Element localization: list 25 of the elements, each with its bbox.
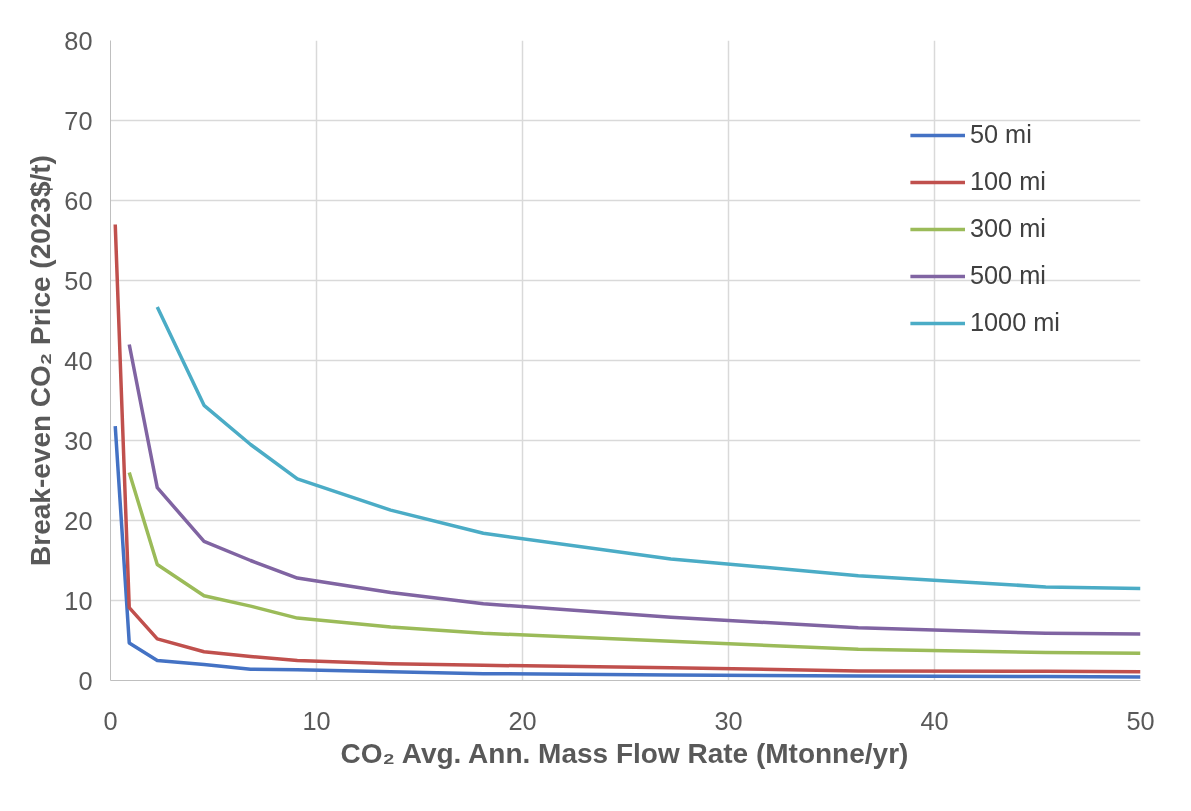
legend-label: 500 mi <box>969 261 1046 290</box>
y-tick-label: 20 <box>64 506 93 535</box>
y-tick-label: 30 <box>64 426 93 455</box>
legend-label: 1000 mi <box>969 308 1060 337</box>
y-tick-label: 70 <box>64 106 93 135</box>
x-tick-label: 30 <box>714 706 743 735</box>
x-tick-label: 40 <box>920 706 949 735</box>
y-tick-label: 10 <box>64 586 93 615</box>
line-series <box>155 305 1141 591</box>
y-tick-label: 40 <box>64 346 93 375</box>
x-tick-label: 0 <box>103 706 118 735</box>
legend-label: 100 mi <box>969 167 1046 196</box>
y-tick-label: 60 <box>64 186 93 215</box>
y-tick-label: 50 <box>64 266 93 295</box>
y-axis-title: Break-even CO₂ Price (2023$/t) <box>25 155 57 566</box>
y-tick-label: 80 <box>64 26 93 55</box>
x-tick-label: 10 <box>302 706 331 735</box>
y-tick-label: 0 <box>78 666 93 695</box>
legend-label: 300 mi <box>969 214 1046 243</box>
x-tick-label: 50 <box>1126 706 1155 735</box>
line-series <box>127 470 1141 656</box>
line-series <box>127 342 1141 636</box>
x-axis-title: CO₂ Avg. Ann. Mass Flow Rate (Mtonne/yr) <box>340 737 909 769</box>
legend-label: 50 mi <box>969 120 1032 149</box>
x-tick-label: 20 <box>508 706 537 735</box>
